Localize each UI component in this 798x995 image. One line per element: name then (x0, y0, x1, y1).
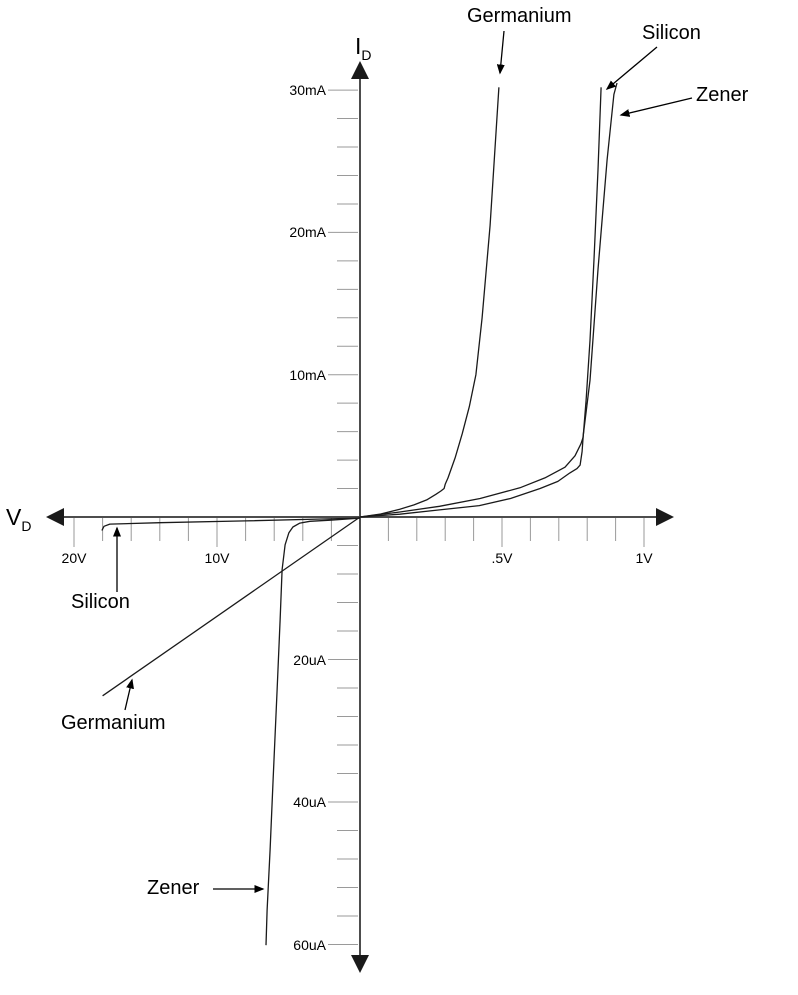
tick-label-10mA: 10mA (289, 366, 326, 383)
zener-top-arrow (619, 97, 693, 117)
zener-top-label: Zener (696, 84, 749, 106)
y-axis-top-arrowhead (351, 61, 369, 79)
curves (101, 82, 618, 946)
x-axis-left-arrowhead (46, 508, 64, 526)
tick-label-30mA: 30mA (289, 82, 326, 99)
germanium-bottom-label: Germanium (61, 712, 166, 734)
tick-label-20uA: 20uA (293, 651, 326, 668)
tick-label-40uA: 40uA (293, 794, 326, 810)
curve-silicon-reverse (101, 517, 361, 531)
curve-zener-reverse (265, 517, 361, 946)
tick-marks (73, 89, 645, 945)
zener-bottom-label: Zener (147, 877, 200, 899)
tick-label-10V: 10V (204, 550, 230, 566)
tick-label-60uA: 60uA (293, 936, 326, 953)
germanium-top-arrow (496, 30, 505, 75)
y-axis-bottom-arrowhead (351, 955, 369, 973)
curve-germanium-reverse (102, 516, 361, 697)
x-axis-label: VD (6, 504, 32, 534)
tick-label-20V: 20V (61, 550, 87, 566)
curve-silicon-forward (359, 87, 602, 518)
curve-germanium-forward (359, 87, 500, 518)
y-axis-label: ID (355, 33, 372, 63)
annotation-arrows (113, 30, 693, 893)
germanium-bottom-arrow (124, 678, 134, 711)
tick-label-20mA: 20mA (289, 224, 326, 241)
curve-zener-forward (359, 82, 618, 518)
silicon-top-label: Silicon (642, 22, 701, 44)
tick-label-1V: 1V (635, 550, 653, 566)
x-axis-right-arrowhead (656, 508, 674, 526)
tick-label-.5V: .5V (491, 550, 513, 566)
silicon-top-arrow (605, 46, 658, 90)
silicon-bottom-label: Silicon (71, 591, 130, 613)
germanium-top-label: Germanium (467, 5, 572, 27)
